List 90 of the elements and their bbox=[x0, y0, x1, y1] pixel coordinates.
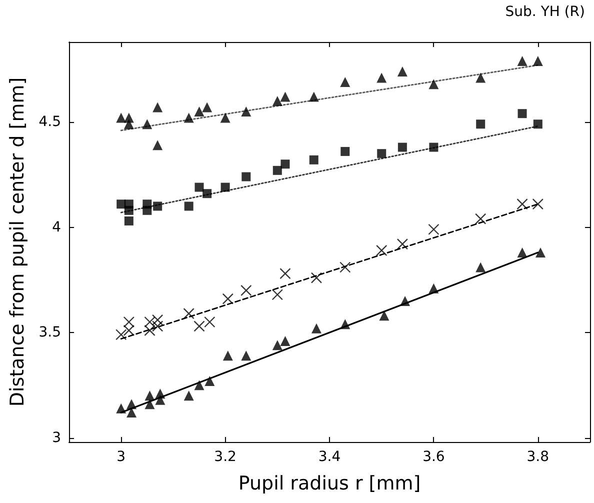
point bbox=[152, 314, 164, 326]
point bbox=[476, 72, 486, 83]
y-tick-label: 3 bbox=[52, 430, 61, 446]
point bbox=[398, 142, 407, 152]
point bbox=[516, 198, 528, 210]
point bbox=[242, 172, 251, 182]
point bbox=[272, 340, 282, 350]
point bbox=[376, 244, 388, 256]
point bbox=[280, 92, 290, 102]
point bbox=[155, 394, 166, 405]
point bbox=[194, 320, 205, 332]
point bbox=[116, 329, 127, 340]
point bbox=[396, 238, 408, 250]
y-tick-label: 4 bbox=[52, 219, 62, 236]
point bbox=[474, 213, 486, 224]
x-tick-label: 3 bbox=[116, 449, 126, 465]
point bbox=[308, 92, 319, 102]
point bbox=[241, 106, 252, 116]
point bbox=[184, 390, 194, 401]
point bbox=[126, 399, 137, 410]
point bbox=[241, 350, 252, 361]
point bbox=[124, 206, 134, 215]
point bbox=[272, 289, 283, 300]
point bbox=[116, 112, 126, 123]
point bbox=[517, 248, 528, 258]
x-axis-title: Pupil radius r [mm] bbox=[238, 472, 421, 494]
point bbox=[142, 206, 152, 215]
point bbox=[280, 336, 290, 346]
x-tick-label: 3.8 bbox=[526, 449, 550, 465]
y-tick-label: 3.5 bbox=[38, 324, 61, 341]
point bbox=[240, 284, 252, 296]
point bbox=[309, 155, 318, 164]
point bbox=[272, 166, 282, 175]
x-tick-label: 3.4 bbox=[318, 449, 341, 465]
point bbox=[532, 198, 544, 210]
point bbox=[220, 112, 230, 123]
point bbox=[124, 119, 134, 130]
point bbox=[222, 293, 234, 304]
point bbox=[152, 140, 163, 150]
point bbox=[310, 272, 322, 284]
point bbox=[220, 182, 230, 192]
point bbox=[194, 182, 204, 192]
point bbox=[397, 66, 408, 76]
point bbox=[194, 106, 204, 116]
point bbox=[400, 296, 410, 306]
point bbox=[376, 72, 387, 83]
point bbox=[428, 283, 439, 294]
point bbox=[204, 316, 216, 328]
point bbox=[184, 112, 194, 123]
point bbox=[311, 323, 322, 334]
x-tick-label: 3.6 bbox=[422, 449, 445, 465]
point bbox=[518, 109, 527, 118]
point bbox=[116, 403, 126, 414]
point bbox=[153, 202, 162, 211]
point bbox=[183, 308, 194, 320]
point bbox=[222, 350, 233, 361]
point bbox=[184, 202, 194, 211]
point bbox=[124, 216, 134, 226]
point bbox=[272, 96, 282, 106]
chart-subtitle: Sub. YH (R) bbox=[505, 4, 586, 20]
point bbox=[202, 189, 212, 198]
point bbox=[194, 380, 204, 390]
point bbox=[517, 56, 528, 66]
point bbox=[204, 376, 215, 386]
point bbox=[340, 319, 350, 330]
point bbox=[152, 102, 163, 112]
point bbox=[202, 102, 212, 112]
point bbox=[144, 399, 155, 410]
y-tick-label: 4.5 bbox=[38, 114, 61, 130]
point bbox=[532, 56, 543, 66]
point bbox=[340, 146, 350, 156]
point bbox=[126, 408, 137, 418]
point bbox=[152, 320, 164, 332]
point bbox=[280, 160, 290, 169]
point bbox=[379, 310, 390, 321]
point bbox=[340, 262, 351, 273]
point bbox=[144, 390, 155, 401]
point bbox=[476, 120, 486, 129]
point bbox=[280, 268, 291, 280]
point bbox=[142, 119, 152, 130]
x-tick-label: 3.2 bbox=[214, 449, 236, 465]
point bbox=[428, 224, 440, 235]
y-axis-title: Distance from pupil center d [mm] bbox=[6, 77, 28, 407]
point bbox=[533, 120, 542, 129]
point bbox=[429, 142, 438, 152]
point bbox=[340, 77, 350, 87]
point bbox=[476, 262, 486, 272]
point bbox=[536, 248, 546, 258]
point bbox=[377, 149, 386, 158]
point bbox=[428, 79, 439, 90]
